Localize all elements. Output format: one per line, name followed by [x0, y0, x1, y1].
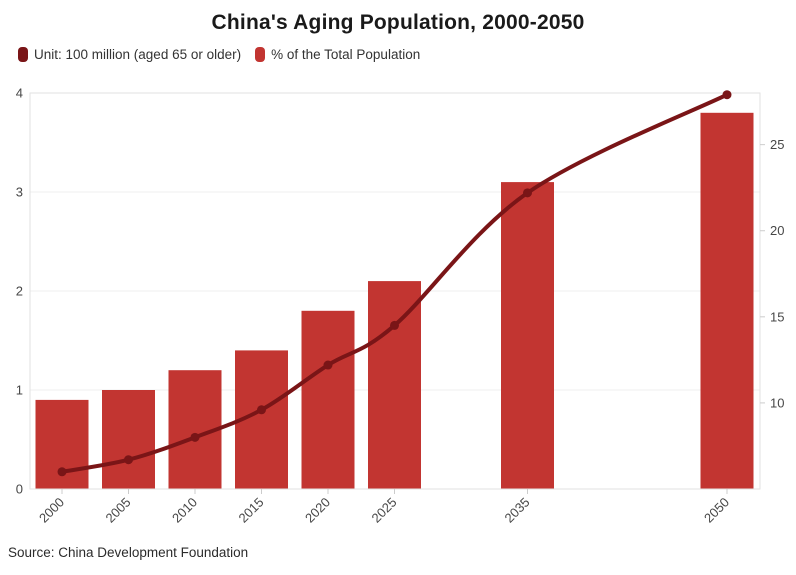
- legend-marker-icon: [18, 47, 28, 62]
- x-axis-label-2035: 2035: [502, 495, 533, 526]
- bar-2050: [700, 112, 754, 490]
- legend-label: Unit: 100 million (aged 65 or older): [34, 47, 242, 62]
- legend-label: % of the Total Population: [271, 47, 421, 62]
- bar-2025: [368, 281, 421, 489]
- y-axis-right-label-15: 15: [770, 309, 784, 324]
- y-axis-left-label-0: 0: [16, 482, 23, 497]
- x-axis-label-2000: 2000: [36, 495, 67, 526]
- y-axis-left-label-3: 3: [16, 185, 23, 200]
- line-point-2025: [390, 320, 399, 330]
- y-axis-right-label-10: 10: [770, 395, 784, 410]
- line-point-2050: [722, 90, 732, 100]
- y-axis-left-label-2: 2: [16, 284, 23, 299]
- legend-marker-icon: [255, 47, 266, 62]
- y-axis-right-label-20: 20: [770, 223, 784, 238]
- bar-2005: [102, 390, 155, 489]
- bar-2035: [501, 182, 554, 489]
- line-point-2000: [57, 467, 67, 477]
- x-axis-label-2020: 2020: [302, 495, 333, 526]
- bar-2020: [301, 310, 355, 489]
- x-axis-label-2025: 2025: [369, 495, 400, 526]
- legend-item-percent-total[interactable]: % of the Total Population: [255, 47, 420, 62]
- x-axis-label-2015: 2015: [236, 495, 267, 526]
- chart-legend: Unit: 100 million (aged 65 or older) % o…: [18, 47, 420, 62]
- line-point-2020: [323, 360, 333, 370]
- chart-title: China's Aging Population, 2000-2050: [211, 11, 585, 34]
- line-point-2005: [124, 455, 133, 465]
- x-axis-label-2050: 2050: [701, 495, 732, 526]
- x-axis-label-2010: 2010: [169, 495, 200, 526]
- x-axis-label-2005: 2005: [103, 495, 134, 526]
- source-note: Source: China Development Foundation: [8, 545, 249, 560]
- y-axis-left-label-4: 4: [16, 86, 23, 101]
- legend-item-aged-population[interactable]: Unit: 100 million (aged 65 or older): [18, 47, 241, 62]
- line-point-2035: [523, 188, 532, 198]
- line-point-2010: [190, 432, 200, 442]
- line-point-2015: [257, 405, 266, 415]
- y-axis-left-label-1: 1: [16, 383, 23, 398]
- y-axis-right-label-25: 25: [770, 137, 784, 152]
